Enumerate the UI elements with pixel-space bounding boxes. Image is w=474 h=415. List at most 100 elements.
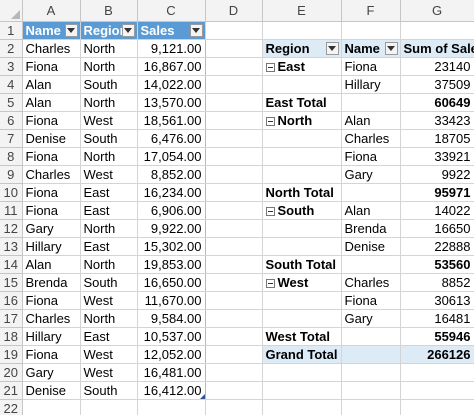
table-cell-sales[interactable]: 8,852.00	[137, 165, 206, 184]
pivot-grand-total-label[interactable]: Grand Total	[262, 344, 342, 364]
column-header[interactable]: F	[341, 0, 401, 22]
pivot-name-cell[interactable]: Alan	[341, 111, 401, 130]
table-cell-sales[interactable]: 14,022.00	[137, 75, 206, 94]
row-header[interactable]: 10	[0, 183, 23, 202]
pivot-name-cell[interactable]: Hillary	[341, 75, 401, 94]
table-cell-sales[interactable]: 10,537.00	[137, 327, 206, 346]
pivot-subtotal-value[interactable]: 95971	[400, 183, 474, 202]
empty-cell[interactable]	[205, 219, 263, 238]
row-header[interactable]: 22	[0, 399, 23, 415]
table-cell-sales[interactable]: 19,853.00	[137, 255, 206, 274]
row-header[interactable]: 8	[0, 147, 23, 166]
row-header[interactable]: 3	[0, 57, 23, 76]
table-cell-region[interactable]: North	[80, 309, 138, 328]
pivot-region-cell[interactable]	[262, 129, 342, 148]
row-header[interactable]: 4	[0, 75, 23, 94]
row-header[interactable]: 9	[0, 165, 23, 184]
table-cell-region[interactable]: North	[80, 147, 138, 166]
pivot-name-cell[interactable]: Fiona	[341, 291, 401, 310]
table-cell-sales[interactable]: 16,867.00	[137, 57, 206, 76]
table-cell-name[interactable]: Brenda	[21, 273, 81, 292]
row-header[interactable]: 11	[0, 201, 23, 220]
pivot-value-cell[interactable]: 16650	[400, 219, 474, 238]
table-cell-region[interactable]: North	[80, 57, 138, 76]
table-cell-name[interactable]: Alan	[21, 255, 81, 274]
table-sales-header[interactable]: Sales	[137, 21, 206, 40]
collapse-minus-icon[interactable]	[265, 116, 275, 126]
column-header[interactable]: C	[137, 0, 206, 22]
row-header[interactable]: 20	[0, 363, 23, 382]
table-cell-sales[interactable]: 18,561.00	[137, 111, 206, 130]
pivot-name-cell[interactable]: Gary	[341, 309, 401, 328]
table-cell-region[interactable]: East	[80, 237, 138, 256]
table-cell-name[interactable]: Denise	[21, 129, 81, 148]
table-cell-name[interactable]: Denise	[21, 381, 81, 400]
table-cell-region[interactable]: North	[80, 39, 138, 58]
empty-cell[interactable]	[205, 129, 263, 148]
pivot-subtotal-value[interactable]: 53560	[400, 255, 474, 274]
empty-cell[interactable]	[262, 381, 342, 400]
empty-cell[interactable]	[205, 237, 263, 256]
pivot-total-label[interactable]: West Total	[262, 327, 342, 346]
pivot-subtotal-value[interactable]: 60649	[400, 93, 474, 112]
table-cell-name[interactable]: Charles	[21, 309, 81, 328]
table-cell-sales[interactable]: 6,906.00	[137, 201, 206, 220]
pivot-total-label[interactable]: East Total	[262, 93, 342, 112]
row-header[interactable]: 5	[0, 93, 23, 112]
table-region-header[interactable]: Region	[80, 21, 138, 40]
pivot-value-cell[interactable]: 30613	[400, 291, 474, 310]
table-cell-name[interactable]: Fiona	[21, 291, 81, 310]
pivot-region-cell[interactable]	[262, 165, 342, 184]
table-cell-sales[interactable]: 9,121.00	[137, 39, 206, 58]
table-cell-name[interactable]: Alan	[21, 75, 81, 94]
table-cell-region[interactable]: East	[80, 327, 138, 346]
pivot-name-cell[interactable]	[341, 183, 401, 202]
pivot-value-cell[interactable]: 37509	[400, 75, 474, 94]
empty-cell[interactable]	[137, 399, 206, 415]
empty-cell[interactable]	[205, 399, 263, 415]
empty-cell[interactable]	[205, 147, 263, 166]
row-header[interactable]: 1	[0, 21, 23, 40]
empty-cell[interactable]	[205, 363, 263, 382]
empty-cell[interactable]	[205, 75, 263, 94]
row-header[interactable]: 13	[0, 237, 23, 256]
filter-dropdown-icon[interactable]	[189, 23, 203, 37]
empty-cell[interactable]	[205, 255, 263, 274]
collapse-minus-icon[interactable]	[265, 278, 275, 288]
table-cell-region[interactable]: South	[80, 75, 138, 94]
empty-cell[interactable]	[22, 399, 81, 415]
table-cell-region[interactable]: South	[80, 129, 138, 148]
table-cell-sales[interactable]: 16,412.00	[137, 381, 206, 400]
empty-cell[interactable]	[205, 291, 263, 310]
empty-cell[interactable]	[205, 93, 263, 112]
table-name-header[interactable]: Name	[22, 21, 81, 40]
pivot-grand-total-value[interactable]: 266126	[400, 344, 474, 364]
empty-cell[interactable]	[205, 309, 263, 328]
pivot-region-cell[interactable]	[262, 147, 342, 166]
row-header[interactable]: 16	[0, 291, 23, 310]
pivot-name-cell[interactable]	[341, 327, 401, 346]
pivot-value-cell[interactable]: 9922	[400, 165, 474, 184]
pivot-name-cell[interactable]	[341, 93, 401, 112]
row-header[interactable]: 12	[0, 219, 23, 238]
collapse-minus-icon[interactable]	[265, 206, 275, 216]
empty-cell[interactable]	[262, 363, 342, 382]
pivot-region-cell[interactable]: East	[262, 57, 342, 76]
row-header[interactable]: 19	[0, 345, 23, 364]
pivot-region-cell[interactable]	[262, 309, 342, 328]
pivot-value-cell[interactable]: 33423	[400, 111, 474, 130]
table-cell-sales[interactable]: 17,054.00	[137, 147, 206, 166]
row-header[interactable]: 14	[0, 255, 23, 274]
table-cell-name[interactable]: Gary	[21, 363, 81, 382]
filter-dropdown-icon[interactable]	[121, 23, 135, 37]
table-cell-name[interactable]: Alan	[21, 93, 81, 112]
table-cell-region[interactable]: West	[80, 165, 138, 184]
pivot-region-cell[interactable]	[262, 75, 342, 94]
pivot-value-cell[interactable]: 16481	[400, 309, 474, 328]
pivot-grand-total-blank[interactable]	[341, 344, 401, 364]
pivot-value-cell[interactable]: 22888	[400, 237, 474, 256]
empty-cell[interactable]	[400, 399, 474, 415]
column-header[interactable]: D	[205, 0, 263, 22]
pivot-name-cell[interactable]: Charles	[341, 129, 401, 148]
pivot-region-cell[interactable]	[262, 291, 342, 310]
